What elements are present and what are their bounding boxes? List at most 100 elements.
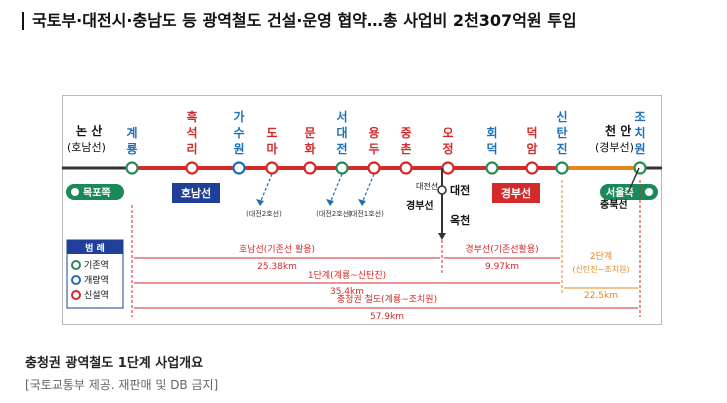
endpoint-right-line: (경부선) (595, 141, 634, 154)
daejeon-station-label: 대전 (450, 183, 470, 197)
dim-total-value: 57.9km (370, 312, 404, 322)
station-label-char: 회 (486, 125, 497, 140)
gyeongbu-badge-label: 경부선 (501, 186, 531, 200)
station-marker-icon (485, 161, 499, 175)
station-3: 가수원 (232, 109, 246, 175)
station-label-char: 도 (266, 126, 277, 140)
station-5: 문화 (303, 126, 317, 175)
gyeongbu-branch-label: 경부선 (406, 199, 434, 212)
endpoint-left-name: 논 산 (76, 123, 102, 138)
station-2: 흑석리 (185, 109, 199, 175)
station-label-char: 계 (126, 125, 137, 140)
legend-existing-label: 기존역 (84, 260, 109, 271)
dim-stage1-value: 35.4km (330, 287, 364, 297)
station-label-char: 신 (556, 109, 567, 124)
station-11: 덕암 (525, 125, 539, 175)
station-label-char: 조 (634, 110, 645, 124)
dim-stage2-sub: (신탄진~조치원) (572, 264, 629, 274)
dim-stage2-label: 2단계 (590, 250, 612, 262)
honam-badge-label: 호남선 (181, 186, 211, 200)
endpoint-right-name: 천 안 (605, 123, 631, 138)
chungbuk-branch (627, 167, 640, 194)
station-group: 계룡 흑석리 가수원 도마 (대전2호선) 문화 서대전 (대전2호선) 용두 (대전1호선) 중촌… (125, 109, 647, 218)
dim-stage1-label: 1단계(계룡~신탄진) (308, 269, 386, 281)
legend-new-label: 신설역 (84, 290, 109, 301)
station-label-char: 치 (634, 125, 645, 140)
transfer-label: (대전2호선) (316, 209, 352, 218)
transfer-link (329, 173, 343, 204)
legend-upgraded-label: 개량역 (84, 274, 109, 286)
station-6: 서대전 (대전2호선) (316, 109, 352, 218)
station-marker-icon (367, 161, 381, 175)
station-label-char: 석 (186, 126, 197, 140)
station-label-char: 문 (304, 126, 315, 140)
station-13: 조치원 (633, 110, 647, 175)
daejeon-line-label: 대전선 (416, 181, 438, 191)
gyeongbu-badge (492, 183, 540, 203)
station-marker-icon (399, 161, 413, 175)
dim-gyeongbu-value: 9.97km (485, 262, 519, 272)
station-label-char: 흑 (186, 109, 197, 124)
station-marker-icon (335, 161, 349, 175)
station-label-char: 중 (400, 126, 411, 140)
transfer-link (361, 173, 375, 204)
station-marker-icon (525, 161, 539, 175)
station-label-char: 용 (368, 125, 379, 140)
dim-total-label: 충청권 철도(계룡~조치원) (337, 293, 437, 305)
station-label-char: 전 (336, 141, 347, 156)
station-label-char: 수 (233, 126, 244, 140)
article-headline: 국토부·대전시·충남도 등 광역철도 건설·운영 협약…총 사업비 2천307억… (22, 12, 577, 30)
station-label-char: 정 (442, 141, 453, 156)
direction-left: 목포쪽 (66, 184, 124, 200)
station-marker-icon (441, 161, 455, 175)
legend-upgraded-icon (71, 275, 81, 285)
station-10: 회덕 (485, 125, 499, 175)
station-label-char: 화 (304, 141, 315, 156)
station-8: 중촌 (399, 126, 413, 175)
station-label-char: 덕 (526, 125, 537, 140)
station-label-char: 덕 (486, 141, 497, 156)
station-1: 계룡 (125, 125, 139, 175)
station-label-char: 룡 (126, 141, 137, 156)
endpoint-left-line: (호남선) (67, 141, 106, 154)
station-9: 오정 (441, 126, 455, 175)
transfer-arrow-icon (256, 199, 264, 206)
station-label-char: 촌 (400, 141, 411, 156)
station-label-char: 오 (442, 126, 453, 140)
station-marker-icon (125, 161, 139, 175)
dim-honam-label: 호남선(기존선 활용) (239, 243, 315, 255)
station-marker-icon (303, 161, 317, 175)
station-4: 도마 (대전2호선) (246, 126, 282, 218)
station-12: 신탄진 (555, 109, 569, 175)
transfer-arrow-icon (326, 199, 334, 206)
dim-honam-value: 25.38km (257, 262, 297, 272)
transfer-label: (대전2호선) (246, 209, 282, 218)
station-label-char: 탄 (556, 125, 567, 140)
direction-right-label: 서울쪽 (606, 186, 634, 199)
station-marker-icon (265, 161, 279, 175)
railway-route-map: 논 산 (호남선) 천 안 (경부선) 계룡흑석리가수원도마(대전2호선)문화서… (62, 95, 662, 325)
transfer-arrow-icon (358, 199, 366, 206)
station-label-char: 서 (336, 109, 347, 124)
direction-left-label: 목포쪽 (83, 187, 111, 199)
station-7: 용두 (대전1호선) (348, 125, 384, 218)
station-label-char: 진 (556, 141, 567, 156)
daejeon-station-icon (437, 185, 447, 195)
transfer-label: (대전1호선) (348, 209, 384, 218)
image-credit: [국토교통부 제공. 재판매 및 DB 금지] (25, 378, 219, 392)
station-label-char: 대 (336, 126, 347, 140)
transfer-link (259, 173, 273, 204)
dimension-lines (131, 180, 641, 317)
station-marker-icon (555, 161, 569, 175)
station-marker-icon (232, 161, 246, 175)
legend-existing-icon (71, 260, 81, 270)
okcheon-station-label: 옥천 (450, 213, 470, 227)
station-marker-icon (185, 161, 199, 175)
station-label-char: 암 (526, 142, 537, 156)
figure-caption: 충청권 광역철도 1단계 사업개요 (25, 356, 204, 371)
chungbuk-line-label: 충북선 (600, 198, 628, 211)
dim-gyeongbu-label: 경부선(기존선활용) (465, 243, 538, 255)
station-label-char: 리 (186, 141, 197, 156)
dim-stage2-value: 22.5km (584, 291, 618, 301)
legend-title: 범 례 (85, 242, 105, 254)
